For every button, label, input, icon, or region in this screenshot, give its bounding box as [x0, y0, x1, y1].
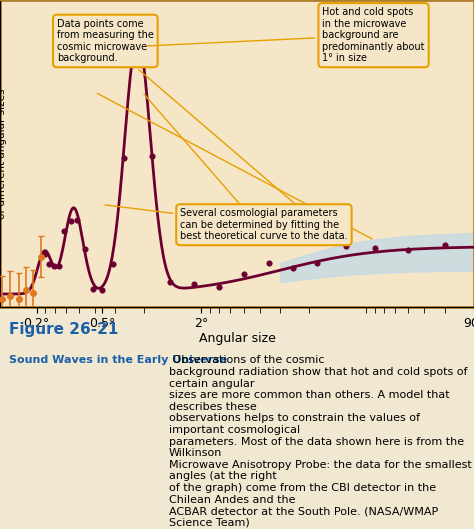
- Point: [73, 216, 81, 224]
- Point: [313, 259, 320, 267]
- Point: [342, 242, 349, 251]
- Point: [134, 33, 141, 41]
- Point: [50, 261, 57, 270]
- Point: [289, 264, 297, 273]
- Point: [441, 241, 449, 249]
- Point: [120, 154, 128, 162]
- Point: [265, 259, 273, 267]
- Point: [67, 217, 74, 226]
- Point: [99, 286, 106, 295]
- X-axis label: Angular size: Angular size: [199, 332, 275, 344]
- Y-axis label: Relative number of hot or cold spots
of different angular sizes: Relative number of hot or cold spots of …: [0, 58, 7, 249]
- Point: [41, 250, 49, 258]
- Point: [109, 260, 117, 268]
- Point: [89, 285, 97, 294]
- Point: [166, 278, 173, 286]
- Point: [190, 280, 198, 288]
- Text: Several cosmologial parameters
can be determined by fitting the
best theoretical: Several cosmologial parameters can be de…: [105, 205, 348, 241]
- Point: [405, 246, 412, 254]
- Text: Data points come
from measuring the
cosmic microwave
background.: Data points come from measuring the cosm…: [57, 19, 315, 221]
- Point: [55, 261, 63, 270]
- Text: Observations of the cosmic
background radiation show that hot and cold spots of : Observations of the cosmic background ra…: [169, 355, 472, 528]
- Text: Sound Waves in the Early Universe: Sound Waves in the Early Universe: [9, 355, 228, 366]
- Point: [216, 282, 223, 291]
- Text: Hot and cold spots
in the microwave
background are
predominantly about
1° in siz: Hot and cold spots in the microwave back…: [147, 7, 425, 63]
- Point: [148, 152, 155, 161]
- Point: [240, 270, 247, 278]
- Point: [61, 227, 68, 235]
- Bar: [0, 0, 474, 307]
- Point: [81, 245, 89, 253]
- Point: [371, 244, 379, 252]
- Point: [45, 260, 53, 268]
- Text: Figure 26-21: Figure 26-21: [9, 322, 119, 336]
